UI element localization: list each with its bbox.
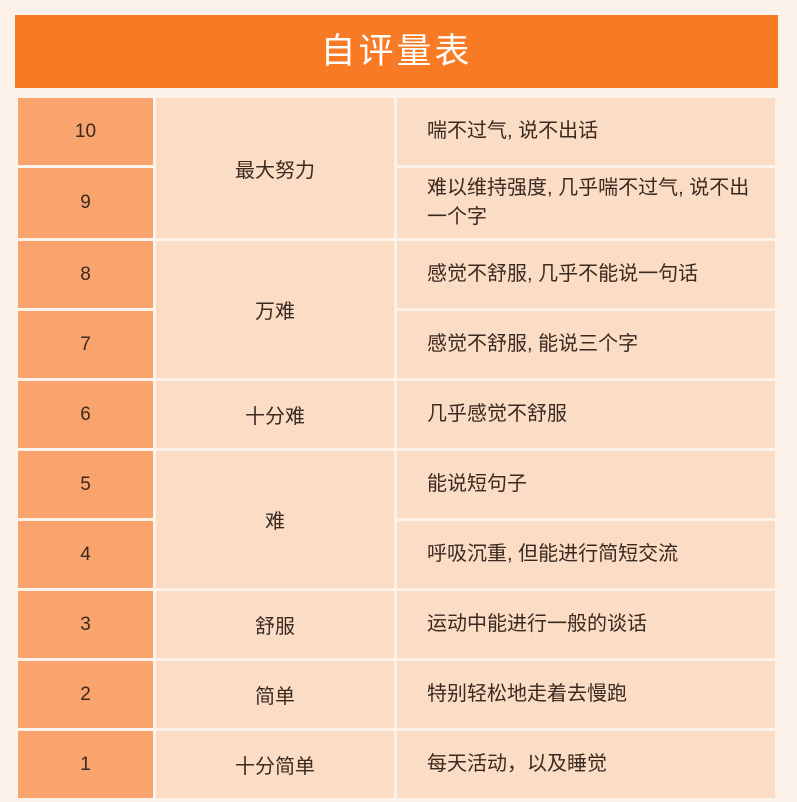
table-row: 4 呼吸沉重, 但能进行简短交流 [18, 521, 775, 588]
scale-table: 10 最大努力 喘不过气, 说不出话 9 难以维持强度, 几乎喘不过气, 说不出一个字 8… [15, 95, 778, 801]
score-cell: 5 [18, 451, 153, 518]
table-row: 10 最大努力 喘不过气, 说不出话 [18, 98, 775, 238]
effort-level-cell: 简单 [156, 661, 394, 728]
table-row: 2 简单 特别轻松地走着去慢跑 [18, 661, 775, 728]
effort-level-cell: 十分难 [156, 381, 394, 448]
effort-level-cell: 十分简单 [156, 731, 394, 798]
effort-level-cell: 最大努力 [156, 98, 394, 238]
effort-level-cell: 舒服 [156, 591, 394, 658]
effort-level-cell: 难 [156, 451, 394, 588]
table-row: 7 感觉不舒服, 能说三个字 [18, 311, 775, 378]
score-cell: 6 [18, 381, 153, 448]
table-row: 1 十分简单 每天活动，以及睡觉 [18, 731, 775, 798]
description-cell: 喘不过气, 说不出话 [397, 98, 775, 165]
page-header-banner: 自评量表 [15, 15, 778, 88]
score-cell: 4 [18, 521, 153, 588]
description-cell: 特别轻松地走着去慢跑 [397, 661, 775, 728]
description-cell: 难以维持强度, 几乎喘不过气, 说不出一个字 [397, 168, 775, 238]
description-cell: 呼吸沉重, 但能进行简短交流 [397, 521, 775, 588]
table-row: 8 万难 感觉不舒服, 几乎不能说一句话 [18, 241, 775, 378]
description-cell: 每天活动，以及睡觉 [397, 731, 775, 798]
table-row: 9 难以维持强度, 几乎喘不过气, 说不出一个字 [18, 168, 775, 238]
score-cell: 7 [18, 311, 153, 378]
description-cell: 能说短句子 [397, 451, 775, 518]
table-row: 5 难能说短句子 [18, 451, 775, 588]
score-cell: 9 [18, 168, 153, 238]
scale-table-body: 10 最大努力 喘不过气, 说不出话 9 难以维持强度, 几乎喘不过气, 说不出一个字 8… [18, 98, 775, 798]
description-cell: 感觉不舒服, 几乎不能说一句话 [397, 241, 775, 308]
score-cell: 3 [18, 591, 153, 658]
score-cell: 10 [18, 98, 153, 165]
description-cell: 几乎感觉不舒服 [397, 381, 775, 448]
score-cell: 1 [18, 731, 153, 798]
table-row: 3 舒服 运动中能进行一般的谈话 [18, 591, 775, 658]
score-cell: 8 [18, 241, 153, 308]
page-title: 自评量表 [320, 32, 473, 71]
table-row: 6 十分难 几乎感觉不舒服 [18, 381, 775, 448]
description-cell: 运动中能进行一般的谈话 [397, 591, 775, 658]
score-cell: 2 [18, 661, 153, 728]
effort-level-cell: 万难 [156, 241, 394, 378]
description-cell: 感觉不舒服, 能说三个字 [397, 311, 775, 378]
